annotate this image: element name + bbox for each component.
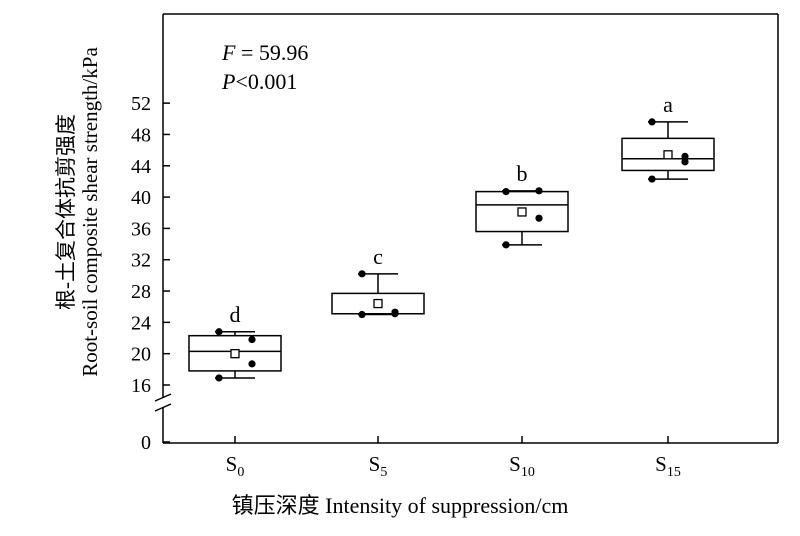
y-axis-label-en: Root-soil composite shear strength/kPa (78, 47, 102, 377)
data-point (681, 152, 689, 160)
data-point (248, 360, 256, 368)
data-point (391, 310, 399, 318)
y-tick-label: 52 (131, 93, 151, 115)
data-point (215, 374, 223, 382)
y-axis-label-cn: 根-土复合体抗剪强度 (54, 114, 78, 310)
statistics-annotation: F = 59.96 P<0.001 (222, 38, 308, 96)
y-tick-label: 36 (131, 218, 151, 240)
y-tick-label: 32 (131, 250, 151, 272)
f-symbol: F (222, 40, 236, 65)
significance-letter: a (663, 92, 673, 117)
data-point (248, 335, 256, 344)
box-group: c (331, 244, 425, 319)
data-point (502, 241, 510, 249)
significance-letter: d (230, 302, 241, 327)
data-point (358, 310, 366, 319)
box-group: b (475, 161, 569, 249)
y-axis-ticks: 0 16 20 24 28 32 36 40 44 48 52 (131, 93, 170, 454)
y-tick-label: 44 (131, 156, 151, 178)
x-tick-label: S5 (369, 452, 388, 480)
y-tick-label: 28 (131, 281, 151, 303)
p-symbol: P (222, 69, 236, 94)
data-point (215, 328, 223, 336)
axis-break-mark (154, 403, 172, 412)
data-point (648, 118, 656, 126)
x-tick-label: S10 (509, 452, 535, 480)
significance-letter: c (373, 244, 383, 269)
data-point (535, 187, 543, 195)
f-value: = 59.96 (235, 40, 309, 65)
f-statistic: F = 59.96 (222, 38, 308, 67)
mean-marker (517, 207, 527, 217)
x-tick-label: S15 (655, 452, 681, 480)
box-series: d c b a (188, 92, 715, 382)
x-axis-ticks: S0 S5 S10 S15 (226, 436, 681, 480)
p-value: <0.001 (235, 69, 298, 94)
mean-marker (230, 349, 240, 359)
data-point (358, 270, 366, 278)
data-point (681, 158, 689, 166)
x-tick-label: S0 (226, 452, 245, 480)
y-tick-label: 48 (131, 124, 151, 146)
y-tick-label: 16 (131, 375, 151, 397)
data-point (535, 214, 543, 222)
x-axis-label: 镇压深度 Intensity of suppression/cm (231, 493, 569, 518)
y-tick-label: 20 (131, 344, 151, 366)
p-statistic: P<0.001 (222, 67, 308, 96)
y-axis-label: 根-土复合体抗剪强度 Root-soil composite shear str… (54, 12, 102, 412)
data-point (502, 187, 510, 196)
y-tick-label: 40 (131, 187, 151, 209)
y-tick-label: 24 (131, 312, 151, 334)
mean-marker (663, 150, 673, 160)
y-tick-label: 0 (141, 432, 151, 454)
box-group: d (188, 302, 282, 382)
axes (154, 13, 779, 444)
mean-marker (373, 298, 383, 309)
axis-break-mark (154, 393, 172, 402)
data-point (648, 175, 656, 183)
significance-letter: b (517, 161, 528, 186)
box-group: a (621, 92, 715, 183)
